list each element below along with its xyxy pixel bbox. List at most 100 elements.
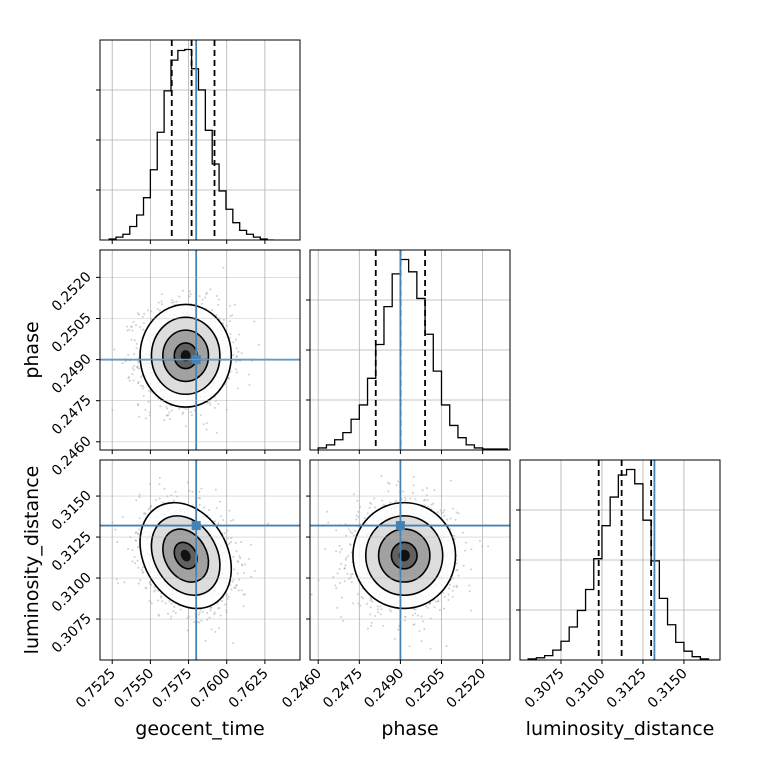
sample-point	[141, 316, 144, 319]
sample-point	[130, 325, 133, 328]
sample-point	[217, 522, 220, 525]
sample-point	[139, 579, 142, 582]
sample-point	[188, 295, 191, 298]
sample-point	[232, 354, 235, 357]
sample-point	[149, 583, 152, 586]
sample-point	[215, 507, 218, 510]
density-peak	[398, 549, 410, 562]
sample-point	[133, 364, 136, 367]
sample-point	[217, 402, 220, 405]
sample-point	[414, 498, 417, 501]
sample-point	[339, 551, 342, 554]
sample-point	[369, 606, 372, 609]
sample-point	[238, 578, 241, 581]
sample-point	[138, 367, 141, 370]
sample-point	[402, 490, 405, 493]
sample-point	[131, 549, 134, 552]
sample-point	[206, 611, 209, 614]
sample-point	[153, 586, 156, 589]
sample-point	[370, 624, 373, 627]
sample-point	[198, 621, 201, 624]
sample-point	[174, 611, 177, 614]
sample-point	[336, 572, 339, 575]
sample-point	[134, 539, 137, 542]
sample-point	[130, 338, 133, 341]
sample-point	[481, 545, 484, 548]
sample-point	[441, 591, 444, 594]
sample-point	[411, 614, 414, 617]
sample-point	[228, 509, 231, 512]
sample-point	[432, 502, 435, 505]
sample-point	[236, 387, 239, 390]
sample-point	[442, 511, 445, 514]
sample-point	[324, 547, 327, 550]
sample-point	[351, 532, 354, 535]
sample-point	[166, 414, 169, 417]
sample-point	[164, 602, 167, 605]
sample-point	[211, 308, 214, 311]
sample-point	[429, 647, 432, 650]
sample-point	[191, 490, 194, 493]
sample-point	[189, 293, 192, 296]
sample-point	[234, 586, 237, 589]
sample-point	[223, 532, 226, 535]
sample-point	[426, 487, 429, 490]
sample-point	[468, 590, 471, 593]
sample-point	[222, 318, 225, 321]
sample-point	[346, 572, 349, 575]
sample-point	[451, 595, 454, 598]
sample-point	[134, 562, 137, 565]
sample-point	[374, 615, 377, 618]
sample-point	[202, 423, 205, 426]
sample-point	[369, 599, 372, 602]
sample-point	[253, 570, 256, 573]
sample-point	[182, 411, 185, 414]
sample-point	[209, 609, 212, 612]
sample-point	[376, 605, 379, 608]
sample-point	[236, 560, 239, 563]
sample-point	[357, 510, 360, 513]
sample-point	[217, 607, 220, 610]
sample-point	[128, 379, 131, 382]
sample-point	[340, 562, 343, 565]
sample-point	[200, 619, 203, 622]
sample-point	[461, 531, 464, 534]
sample-point	[141, 387, 144, 390]
sample-point	[140, 568, 143, 571]
sample-point	[210, 628, 213, 631]
sample-point	[335, 529, 338, 532]
sample-point	[238, 333, 241, 336]
x-axis-label-phase: phase	[381, 718, 438, 740]
sample-point	[161, 293, 164, 296]
sample-point	[220, 599, 223, 602]
x-axis-label-luminosity_distance: luminosity_distance	[526, 718, 715, 740]
sample-point	[409, 497, 412, 500]
sample-point	[450, 479, 453, 482]
sample-point	[230, 588, 233, 591]
sample-point	[138, 495, 141, 498]
sample-point	[437, 599, 440, 602]
sample-point	[235, 338, 238, 341]
sample-point	[359, 604, 362, 607]
sample-point	[205, 422, 208, 425]
sample-point	[168, 411, 171, 414]
sample-point	[487, 545, 490, 548]
sample-point	[435, 600, 438, 603]
sample-point	[449, 583, 452, 586]
sample-point	[219, 614, 222, 617]
sample-point	[198, 503, 201, 506]
sample-point	[433, 488, 436, 491]
sample-point	[335, 550, 338, 553]
density-peak	[180, 549, 191, 562]
sample-point	[235, 347, 238, 350]
sample-point	[352, 602, 355, 605]
sample-point	[133, 339, 136, 342]
sample-point	[133, 556, 136, 559]
sample-point	[158, 483, 161, 486]
sample-point	[229, 315, 232, 318]
sample-point	[412, 484, 415, 487]
sample-point	[150, 602, 153, 605]
sample-point	[163, 419, 166, 422]
sample-point	[126, 329, 129, 332]
sample-point	[373, 497, 376, 500]
